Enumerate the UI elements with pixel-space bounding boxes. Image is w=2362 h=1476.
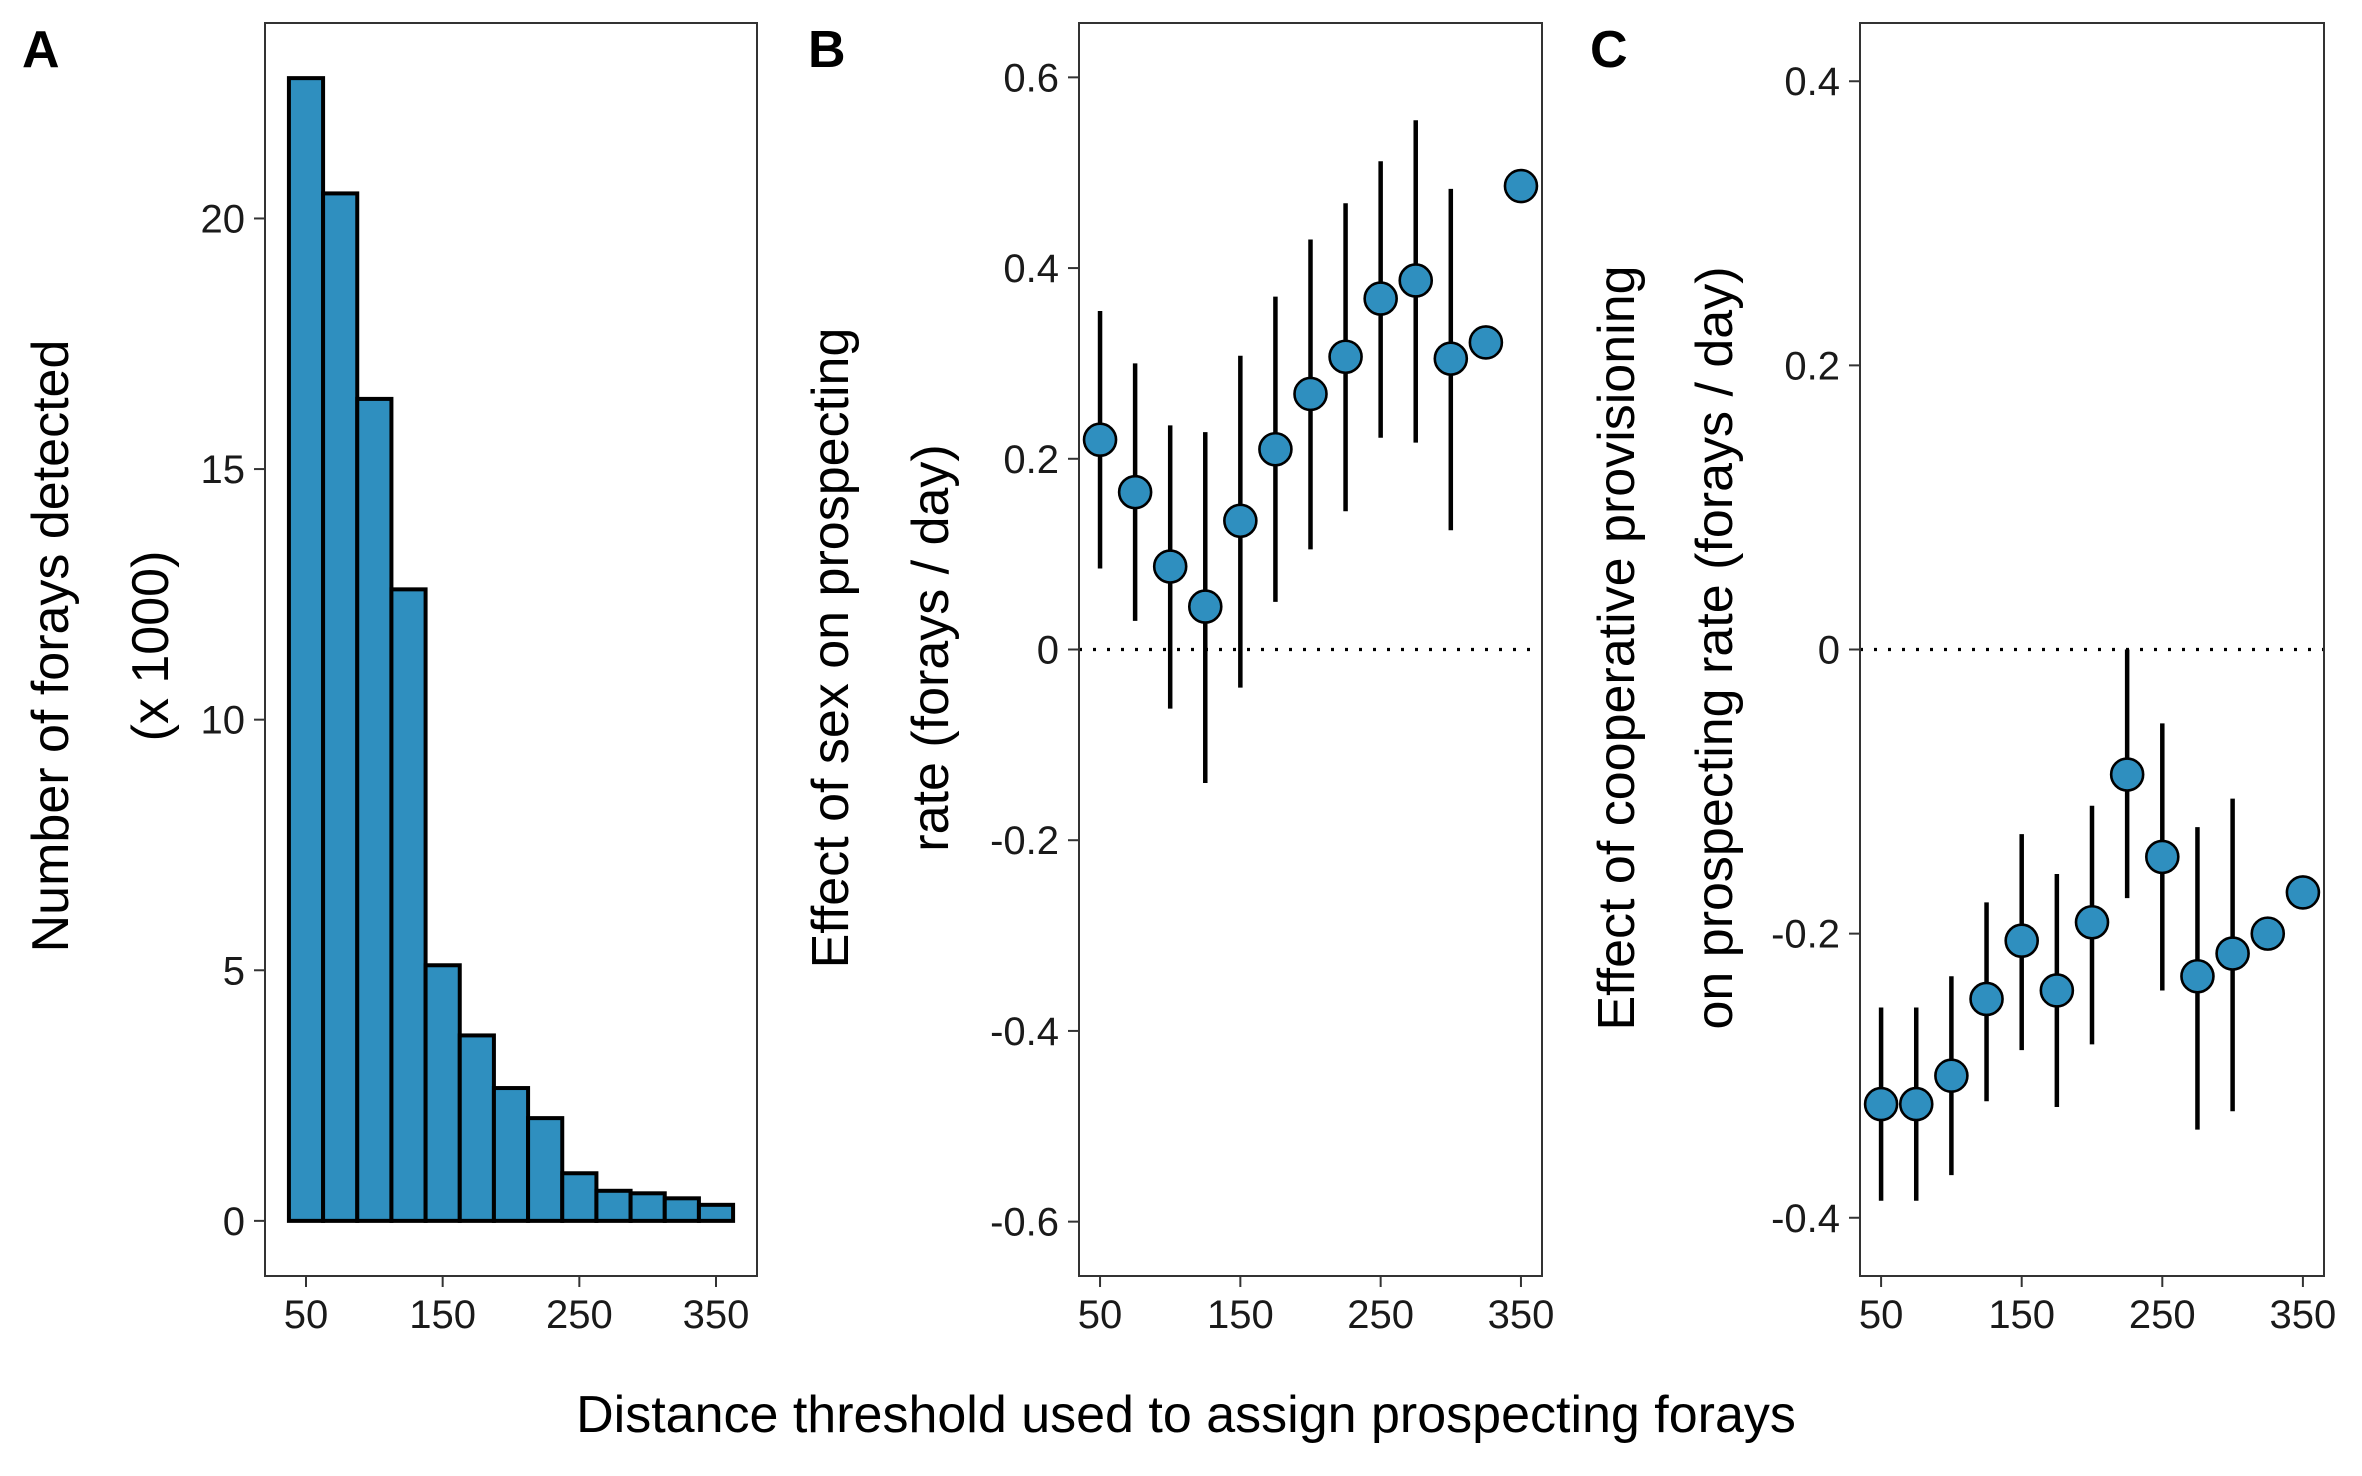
- panel-b-ytick-label--0.2: -0.2: [990, 819, 1059, 863]
- panel-a-bar-125: [389, 587, 428, 1223]
- panel-c: C 50 150 250 350 -0.4 -0.2 0 0.2 0.4 Effect of c…: [1588, 21, 2336, 1337]
- panel-b-ytick-label-0.2: 0.2: [1003, 438, 1059, 482]
- panel-b-point-100: [1152, 549, 1188, 584]
- panel-b-point-325: [1468, 325, 1504, 360]
- panel-b-point-150: [1223, 503, 1258, 539]
- panel-a-bar-225: [526, 1116, 565, 1223]
- panel-c-point-75: [1898, 1086, 1934, 1122]
- panel-a-ytick-label-10: 10: [201, 699, 246, 743]
- panel-c-label: C: [1590, 21, 1628, 79]
- panel-a-ylabel-line1: Number of forays detected: [22, 340, 80, 953]
- panel-b-point-175: [1258, 431, 1293, 467]
- panel-b-plot: 50 150 250 350 -0.6 -0.4 -0.2 0 0.2 0.4 0.6: [990, 22, 1555, 1337]
- panel-b-ylabel-line1: Effect of sex on prospecting: [802, 328, 860, 969]
- panel-b-xtick-label-250: 250: [1347, 1293, 1414, 1337]
- panel-a-plot: 50 150 250 350 0 5 10 15 20: [201, 22, 758, 1337]
- panel-b-point-350: [1503, 168, 1539, 204]
- panel-b-ytick-label-0.6: 0.6: [1003, 56, 1059, 100]
- panel-c-ytick-label-0.2: 0.2: [1784, 344, 1840, 388]
- panel-a-xtick-label-350: 350: [683, 1293, 750, 1337]
- shared-x-axis-title: Distance threshold used to assign prospe…: [576, 1386, 1796, 1444]
- panel-a-bar-350: [696, 1202, 736, 1223]
- panel-b-xtick-label-50: 50: [1078, 1293, 1123, 1337]
- panel-c-point-250: [2145, 839, 2180, 875]
- panel-c-ytick-label-0.4: 0.4: [1784, 60, 1840, 104]
- panel-a-bar-100: [355, 396, 394, 1223]
- panel-b-xtick-label-350: 350: [1488, 1293, 1555, 1337]
- panel-a-ytick-label-0: 0: [223, 1200, 245, 1244]
- panel-a-bar-250: [560, 1171, 599, 1223]
- panel-c-xtick-label-350: 350: [2270, 1293, 2337, 1337]
- panel-a-ytick-label-15: 15: [201, 448, 246, 492]
- panel-a-bar-325: [662, 1196, 701, 1223]
- panel-a-ytick-label-20: 20: [201, 197, 246, 241]
- panel-a-bar-175: [457, 1033, 496, 1223]
- panel-a-ytick-label-5: 5: [223, 949, 245, 993]
- panel-b-xtick-label-150: 150: [1207, 1293, 1274, 1337]
- panel-c-plot: 50 150 250 350 -0.4 -0.2 0 0.2 0.4: [1771, 22, 2337, 1337]
- panel-c-xtick-label-50: 50: [1859, 1293, 1904, 1337]
- panel-c-point-225: [2109, 757, 2145, 792]
- panel-a-xtick-label-150: 150: [409, 1293, 476, 1337]
- panel-b-ytick-label--0.4: -0.4: [990, 1010, 1059, 1054]
- panel-a: A 50 150 250 350 0 5 10 15 20 Number of forays d…: [22, 21, 758, 1337]
- panel-c-point-125: [1969, 981, 2004, 1017]
- panel-b-point-200: [1293, 376, 1328, 412]
- panel-c-point-300: [2215, 936, 2250, 971]
- panel-c-point-275: [2180, 958, 2215, 994]
- panel-b-label: B: [808, 21, 846, 79]
- panel-c-xtick-label-150: 150: [1988, 1293, 2055, 1337]
- panel-b-point-250: [1363, 281, 1398, 316]
- panel-c-point-100: [1934, 1058, 1969, 1093]
- panel-c-point-325: [2250, 916, 2286, 951]
- panel-a-bar-275: [594, 1188, 633, 1223]
- panel-b-point-300: [1433, 341, 1469, 376]
- panel-a-bar-75: [321, 191, 360, 1223]
- panel-a-bar-200: [491, 1086, 531, 1223]
- panel-a-xtick-label-250: 250: [546, 1293, 613, 1337]
- panel-c-ytick-label--0.4: -0.4: [1771, 1197, 1840, 1241]
- panel-a-bar-150: [423, 963, 462, 1223]
- panel-c-xtick-label-250: 250: [2129, 1293, 2196, 1337]
- panel-a-ylabel-line2: (x 1000): [122, 551, 180, 742]
- panel-c-point-175: [2039, 973, 2075, 1008]
- panel-c-point-50: [1863, 1086, 1899, 1122]
- panel-a-frame: [264, 22, 758, 1277]
- panel-c-ytick-label--0.2: -0.2: [1771, 913, 1840, 957]
- panel-a-label: A: [22, 21, 60, 79]
- panel-c-point-350: [2285, 875, 2321, 910]
- panel-b-ytick-label-0: 0: [1037, 629, 1059, 673]
- panel-b-point-125: [1187, 589, 1223, 624]
- panel-b-ytick-label-0.4: 0.4: [1003, 247, 1059, 291]
- panel-a-bar-50: [286, 76, 326, 1223]
- panel-a-bar-300: [628, 1191, 667, 1223]
- panel-b-ytick-label--0.6: -0.6: [990, 1201, 1059, 1245]
- panel-b-ylabel-line2: rate (forays / day): [902, 444, 960, 851]
- panel-c-ylabel-line1: Effect of cooperative provisioning: [1588, 265, 1646, 1030]
- panel-c-point-150: [2004, 923, 2039, 959]
- panel-a-xtick-label-50: 50: [284, 1293, 329, 1337]
- panel-b-point-50: [1082, 422, 1118, 458]
- panel-c-ytick-label-0: 0: [1818, 629, 1840, 673]
- panel-c-point-200: [2074, 904, 2110, 940]
- panel-b-point-225: [1328, 339, 1363, 375]
- panel-b: B 50 150 250 350 -0.6 -0.4 -0.2 0 0.2 0.4 0.6 Effe…: [802, 21, 1554, 1337]
- panel-b-point-75: [1117, 474, 1153, 510]
- panel-b-point-275: [1398, 263, 1434, 298]
- panel-c-ylabel-line2: on prospecting rate (forays / day): [1686, 266, 1744, 1029]
